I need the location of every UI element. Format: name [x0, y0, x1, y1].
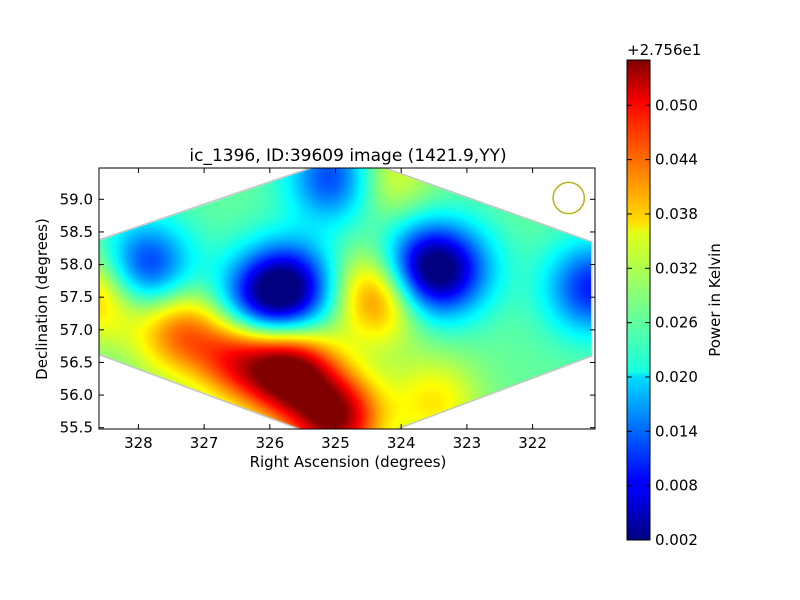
- colorbar-tick-label: 0.002: [655, 531, 698, 549]
- y-tick-label: 58.0: [60, 256, 93, 274]
- colorbar: 0.002 0.008 0.014 0.020 0.026 0.032 0.038 0.044…: [626, 41, 724, 549]
- x-tick-label: 322: [518, 434, 547, 452]
- map-boundary: [99, 168, 593, 429]
- y-tick-label: 59.0: [60, 190, 93, 208]
- x-tick-label: 326: [255, 434, 284, 452]
- x-tick-label: 325: [321, 434, 350, 452]
- heatmap-plot: [98, 167, 596, 430]
- colorbar-tick-label: 0.020: [655, 368, 698, 386]
- colorbar-frame: [626, 59, 651, 541]
- y-axis-ticks: 55.5 56.0 56.5 57.0 57.5 58.0 58.5 59.0: [60, 190, 595, 437]
- colorbar-tick-label: 0.050: [655, 96, 698, 114]
- colorbar-ticks: 0.002 0.008 0.014 0.020 0.026 0.032 0.038 0.044…: [627, 96, 698, 549]
- x-tick-label: 328: [124, 434, 153, 452]
- colorbar-label: Power in Kelvin: [706, 243, 724, 357]
- y-tick-label: 56.5: [60, 353, 93, 371]
- colorbar-tick-label: 0.008: [655, 477, 698, 495]
- colorbar-tick-label: 0.014: [655, 422, 698, 440]
- y-tick-label: 57.0: [60, 321, 93, 339]
- x-axis-ticks: 328 327 326 325 324 323 322: [124, 168, 547, 452]
- heatmap-image: [99, 168, 595, 429]
- x-tick-label: 324: [387, 434, 416, 452]
- colorbar-tick-label: 0.038: [655, 205, 698, 223]
- beam-circle: [552, 181, 586, 215]
- x-tick-label: 323: [453, 434, 482, 452]
- colorbar-tick-label: 0.026: [655, 314, 698, 332]
- x-axis-label: Right Ascension (degrees): [250, 453, 447, 471]
- y-tick-label: 57.5: [60, 288, 93, 306]
- plot-frame: [98, 167, 596, 430]
- y-tick-label: 56.0: [60, 386, 93, 404]
- chart-title: ic_1396, ID:39609 image (1421.9,YY): [189, 146, 506, 166]
- colorbar-tick-label: 0.032: [655, 259, 698, 277]
- y-tick-label: 58.5: [60, 223, 93, 241]
- colorbar-offset-text: +2.756e1: [627, 41, 701, 59]
- y-tick-label: 55.5: [60, 419, 93, 437]
- x-tick-label: 327: [190, 434, 219, 452]
- colorbar-gradient: [627, 60, 650, 540]
- y-axis-label: Declination (degrees): [33, 218, 51, 380]
- colorbar-tick-label: 0.044: [655, 151, 698, 169]
